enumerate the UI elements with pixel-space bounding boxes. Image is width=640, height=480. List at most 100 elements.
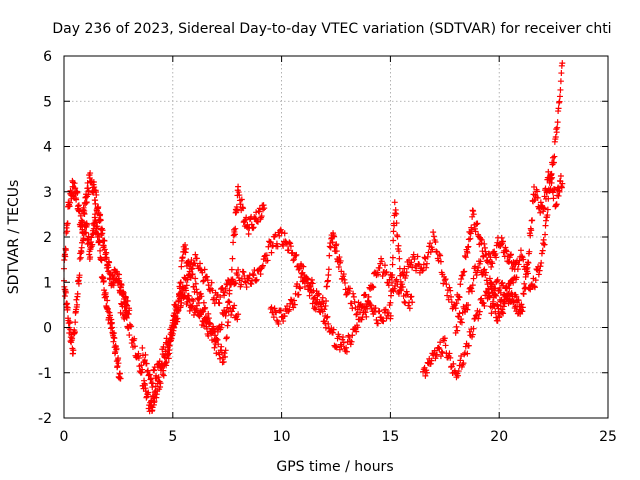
- data-point: [518, 301, 525, 308]
- data-point: [185, 272, 192, 279]
- data-point: [492, 291, 499, 298]
- data-point: [363, 313, 370, 320]
- data-point: [536, 267, 543, 274]
- data-point: [104, 297, 111, 304]
- data-point: [398, 287, 405, 294]
- data-point: [150, 395, 157, 402]
- data-point: [483, 277, 490, 284]
- data-point: [515, 261, 522, 268]
- data-point: [117, 375, 124, 382]
- data-point: [191, 260, 198, 267]
- data-point: [423, 260, 430, 267]
- data-point: [462, 254, 469, 261]
- data-point: [224, 322, 231, 329]
- data-point: [285, 247, 292, 254]
- data-point: [220, 358, 227, 365]
- data-point: [409, 299, 416, 306]
- data-point: [537, 263, 544, 270]
- data-point: [541, 241, 548, 248]
- data-point: [76, 272, 83, 279]
- data-point: [180, 285, 187, 292]
- data-point: [542, 185, 549, 192]
- satellite-track-6: [267, 230, 416, 327]
- data-point: [234, 271, 241, 278]
- data-point: [204, 277, 211, 284]
- data-point: [325, 271, 332, 278]
- data-point: [470, 207, 477, 214]
- data-point: [448, 293, 455, 300]
- data-point: [73, 296, 80, 303]
- data-point: [402, 272, 409, 279]
- data-point: [305, 282, 312, 289]
- data-point: [249, 271, 256, 278]
- data-point: [278, 229, 285, 236]
- data-point: [102, 293, 109, 300]
- data-point: [437, 252, 444, 259]
- y-tick-label: 3: [43, 185, 52, 201]
- data-point: [336, 254, 343, 261]
- data-point: [480, 253, 487, 260]
- data-point: [217, 293, 224, 300]
- data-point: [64, 300, 71, 307]
- data-point: [229, 255, 236, 262]
- data-point: [464, 350, 471, 357]
- data-point: [422, 372, 429, 379]
- data-point: [74, 189, 81, 196]
- data-point: [177, 279, 184, 286]
- data-point: [343, 348, 350, 355]
- data-point: [238, 281, 245, 288]
- data-point: [343, 344, 350, 351]
- data-point: [231, 231, 238, 238]
- data-point: [472, 228, 479, 235]
- satellite-track-2: [61, 211, 124, 382]
- data-point: [381, 262, 388, 269]
- data-point: [389, 261, 396, 268]
- data-point: [101, 246, 108, 253]
- data-point: [333, 248, 340, 255]
- data-point: [189, 265, 196, 272]
- data-point: [306, 283, 313, 290]
- data-point: [235, 274, 242, 281]
- data-point: [235, 266, 242, 273]
- data-point: [145, 389, 152, 396]
- data-point: [254, 217, 261, 224]
- data-point: [174, 315, 181, 322]
- data-point: [456, 294, 463, 301]
- data-point: [101, 237, 108, 244]
- data-point: [250, 224, 257, 231]
- data-point: [441, 277, 448, 284]
- data-point: [363, 303, 370, 310]
- data-point: [84, 185, 91, 192]
- data-point: [395, 242, 402, 249]
- data-point: [115, 360, 122, 367]
- y-tick-label: 1: [43, 275, 52, 291]
- data-point: [545, 168, 552, 175]
- data-point: [551, 153, 558, 160]
- data-point: [264, 257, 271, 264]
- data-point: [481, 266, 488, 273]
- data-point: [116, 271, 123, 278]
- data-point: [221, 350, 228, 357]
- data-point: [169, 317, 176, 324]
- data-point: [70, 347, 77, 354]
- data-point: [437, 353, 444, 360]
- data-point: [90, 179, 97, 186]
- data-point: [281, 313, 288, 320]
- data-point: [205, 315, 212, 322]
- data-point: [380, 318, 387, 325]
- data-point: [458, 319, 465, 326]
- data-point: [461, 268, 468, 275]
- data-point: [107, 325, 114, 332]
- data-point: [452, 305, 459, 312]
- data-point: [222, 312, 229, 319]
- data-point: [403, 288, 410, 295]
- data-point: [395, 290, 402, 297]
- data-point: [492, 250, 499, 257]
- data-point: [97, 247, 104, 254]
- data-point: [284, 303, 291, 310]
- data-point: [437, 258, 444, 265]
- data-point: [212, 332, 219, 339]
- x-tick-label: 20: [490, 429, 508, 445]
- data-point: [554, 119, 561, 126]
- data-point: [531, 283, 538, 290]
